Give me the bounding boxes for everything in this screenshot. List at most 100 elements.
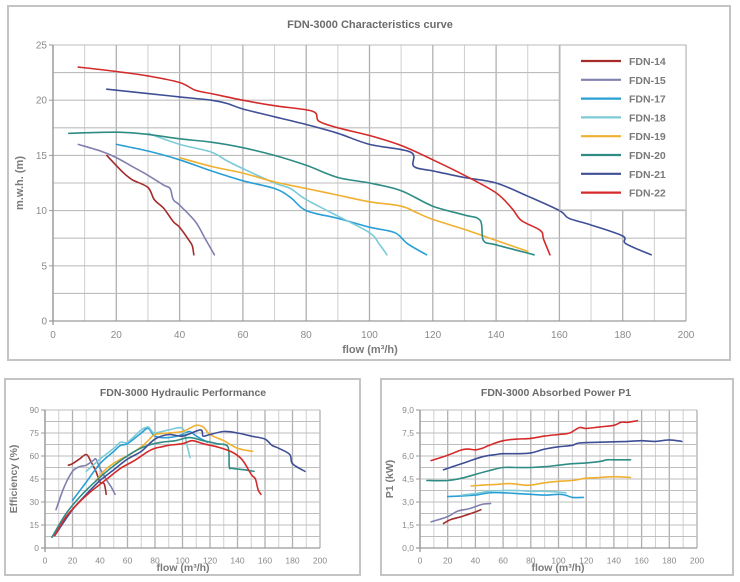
y-tick-label: 6,0: [402, 451, 414, 461]
series-line-fdn-19: [470, 475, 632, 487]
y-axis-label: m.w.h. (m): [14, 156, 26, 210]
x-tick-label: 100: [361, 330, 378, 341]
x-tick-label: 160: [258, 556, 272, 566]
x-tick-label: 200: [678, 330, 695, 341]
y-tick-label: 4,5: [402, 474, 414, 484]
x-tick-label: 160: [551, 330, 568, 341]
x-tick-label: 60: [123, 556, 133, 566]
legend-label: FDN-21: [629, 169, 666, 181]
x-tick-label: 200: [690, 556, 704, 566]
legend-label: FDN-20: [629, 150, 666, 162]
series-line-fdn-17: [446, 491, 585, 499]
series-line-fdn-17: [71, 427, 209, 502]
x-tick-label: 180: [614, 330, 631, 341]
legend-item-fdn-14: FDN-14: [581, 56, 666, 68]
x-tick-label: 100: [551, 556, 565, 566]
legend-label: FDN-17: [629, 94, 666, 106]
x-tick-label: 20: [443, 556, 453, 566]
x-tick-label: 20: [68, 556, 78, 566]
x-tick-label: 100: [175, 556, 189, 566]
series-line-fdn-15: [430, 502, 492, 523]
x-tick-label: 0: [43, 556, 48, 566]
x-tick-label: 40: [471, 556, 481, 566]
series-line-fdn-20: [426, 458, 632, 482]
y-axis-label: P1 (kW): [384, 460, 396, 499]
x-tick-label: 140: [230, 556, 244, 566]
y-tick-label: 45: [30, 474, 40, 484]
x-tick-label: 60: [498, 556, 508, 566]
x-axis-label: flow (m³/h): [342, 344, 398, 356]
legend-label: FDN-19: [629, 131, 666, 143]
legend-label: FDN-14: [629, 56, 666, 68]
power-panel: [380, 378, 734, 576]
legend-item-fdn-20: FDN-20: [581, 150, 666, 162]
y-tick-label: 7,5: [402, 428, 414, 438]
series-line-fdn-18: [85, 426, 191, 473]
y-tick-label: 15: [36, 151, 48, 162]
series-line-fdn-21: [106, 88, 652, 256]
x-tick-label: 80: [150, 556, 160, 566]
x-tick-label: 20: [111, 330, 123, 341]
y-tick-label: 15: [30, 520, 40, 530]
legend-label: FDN-18: [629, 112, 666, 124]
series-line-fdn-14: [106, 154, 195, 256]
legend-item-fdn-17: FDN-17: [581, 94, 666, 106]
y-tick-label: 10: [36, 206, 48, 217]
legend-item-fdn-15: FDN-15: [581, 75, 666, 87]
x-axis-label: flow (m³/h): [156, 562, 209, 574]
y-tick-label: 0,0: [402, 543, 414, 553]
y-tick-label: 0: [34, 543, 39, 553]
legend-box: [559, 44, 687, 211]
series-line-fdn-21: [53, 429, 306, 537]
x-tick-label: 120: [424, 330, 441, 341]
series-line-fdn-22: [430, 419, 639, 462]
hydraulic-chart: FDN-3000 Hydraulic Performance 0 20 40 60 80…: [8, 387, 327, 574]
legend-item-fdn-22: FDN-22: [581, 188, 666, 200]
legend-item-fdn-18: FDN-18: [581, 112, 666, 124]
series-line-fdn-22: [77, 66, 551, 256]
series-line-fdn-15: [77, 143, 216, 256]
x-tick-label: 80: [526, 556, 536, 566]
y-tick-label: 5: [41, 261, 47, 272]
y-tick-label: 20: [36, 96, 48, 107]
series-line-fdn-22: [53, 439, 262, 537]
x-tick-label: 0: [50, 330, 56, 341]
y-tick-label: 30: [30, 497, 40, 507]
x-tick-label: 0: [418, 556, 423, 566]
series-line-fdn-17: [115, 143, 428, 256]
characteristics-chart: FDN-3000 Characteristics curve 0 20 40 60 80…: [14, 19, 695, 356]
x-tick-label: 180: [662, 556, 676, 566]
x-tick-label: 180: [285, 556, 299, 566]
x-tick-label: 160: [635, 556, 649, 566]
y-tick-label: 1,5: [402, 520, 414, 530]
chart-title: FDN-3000 Absorbed Power P1: [481, 387, 631, 399]
x-tick-label: 80: [301, 330, 313, 341]
x-axis-label: flow (m³/h): [531, 562, 584, 574]
legend-label: FDN-22: [629, 188, 666, 200]
x-tick-label: 140: [488, 330, 505, 341]
x-tick-label: 120: [579, 556, 593, 566]
series-line-fdn-19: [178, 156, 529, 253]
legend-item-fdn-21: FDN-21: [581, 169, 666, 181]
series-line-fdn-20: [68, 131, 535, 256]
y-tick-label: 90: [30, 405, 40, 415]
chart-title: FDN-3000 Hydraulic Performance: [100, 387, 266, 399]
series-line-fdn-15: [55, 457, 116, 511]
y-tick-label: 9,0: [402, 405, 414, 415]
chart-title: FDN-3000 Characteristics curve: [287, 19, 453, 31]
y-tick-label: 60: [30, 451, 40, 461]
series-line-fdn-18: [147, 132, 388, 256]
x-tick-label: 140: [607, 556, 621, 566]
x-tick-label: 200: [313, 556, 327, 566]
x-tick-label: 40: [174, 330, 186, 341]
x-tick-label: 120: [203, 556, 217, 566]
legend-label: FDN-15: [629, 75, 666, 87]
x-tick-label: 40: [95, 556, 105, 566]
x-tick-label: 60: [237, 330, 249, 341]
y-tick-label: 0: [41, 317, 47, 328]
y-tick-label: 75: [30, 428, 40, 438]
series-line-fdn-14: [442, 508, 482, 525]
y-axis-label: Efficiency (%): [8, 445, 20, 514]
series-line-fdn-21: [442, 439, 683, 471]
y-tick-label: 3,0: [402, 497, 414, 507]
